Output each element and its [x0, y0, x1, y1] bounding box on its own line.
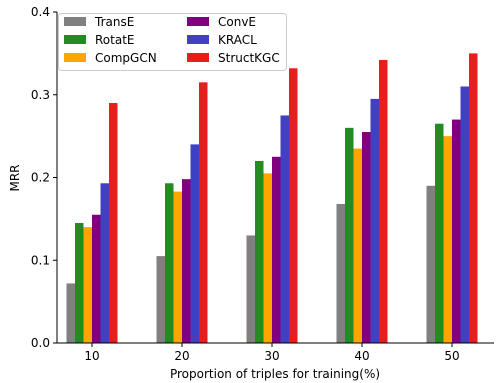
legend-swatch-transe: [64, 17, 86, 26]
y-tick-label: 0.1: [31, 253, 50, 267]
legend-label-kracl: KRACL: [218, 33, 257, 47]
bar-kracl-10: [100, 183, 109, 343]
bar-structkgc-10: [109, 103, 118, 343]
x-tick-label: 20: [174, 349, 189, 363]
bar-structkgc-30: [289, 68, 298, 344]
bar-compgcn-50: [443, 136, 452, 344]
bar-conve-30: [272, 156, 281, 343]
bar-conve-40: [362, 131, 371, 343]
bar-rotate-50: [435, 123, 444, 344]
bars-group: [66, 53, 478, 344]
bar-rotate-10: [75, 223, 84, 343]
bar-compgcn-30: [263, 173, 272, 343]
legend-swatch-conve: [187, 17, 209, 26]
y-axis-label: MRR: [8, 164, 22, 191]
legend-frame: [58, 13, 287, 71]
bar-transe-20: [156, 256, 165, 343]
bar-conve-50: [452, 119, 461, 343]
bar-structkgc-20: [199, 82, 208, 343]
legend-label-structkgc: StructKGC: [218, 51, 280, 65]
x-tick-label: 40: [354, 349, 369, 363]
bar-kracl-40: [370, 98, 379, 343]
legend-label-transe: TransE: [94, 15, 134, 29]
x-tick-label: 10: [84, 349, 99, 363]
bar-conve-20: [182, 179, 191, 343]
legend-label-conve: ConvE: [218, 15, 256, 29]
bar-kracl-50: [460, 86, 469, 343]
bar-rotate-40: [345, 127, 354, 343]
bar-transe-30: [246, 235, 255, 343]
x-tick-label: 30: [264, 349, 279, 363]
bar-compgcn-10: [83, 227, 92, 343]
bar-rotate-30: [255, 160, 264, 343]
y-tick-label: 0.0: [31, 336, 50, 350]
bar-structkgc-50: [469, 53, 478, 343]
y-tick-label: 0.3: [31, 88, 50, 102]
legend-label-compgcn: CompGCN: [95, 51, 157, 65]
y-tick-label: 0.2: [31, 171, 50, 185]
bar-kracl-30: [280, 115, 289, 343]
legend-swatch-rotate: [64, 35, 86, 44]
x-axis-label: Proportion of triples for training(%): [170, 367, 380, 381]
x-tick-label: 50: [444, 349, 459, 363]
x-ticks-group: 10 20 30 40 50: [84, 343, 460, 363]
bar-structkgc-40: [379, 60, 388, 343]
legend-label-rotate: RotatE: [95, 33, 135, 47]
bar-transe-50: [426, 185, 435, 343]
bar-compgcn-20: [173, 191, 182, 343]
legend: TransE RotatE CompGCN ConvE KRACL StructKGC: [58, 13, 287, 71]
y-tick-label: 0.4: [31, 5, 50, 19]
y-ticks-group: 0.0 0.1 0.2 0.3 0.4: [31, 5, 57, 350]
bar-kracl-20: [190, 144, 199, 343]
bar-conve-10: [92, 214, 101, 343]
legend-swatch-structkgc: [187, 53, 209, 62]
legend-swatch-kracl: [187, 35, 209, 44]
bar-transe-10: [66, 283, 75, 343]
legend-swatch-compgcn: [64, 53, 86, 62]
bar-compgcn-40: [353, 148, 362, 343]
bar-rotate-20: [165, 183, 174, 343]
bar-transe-40: [336, 203, 345, 343]
